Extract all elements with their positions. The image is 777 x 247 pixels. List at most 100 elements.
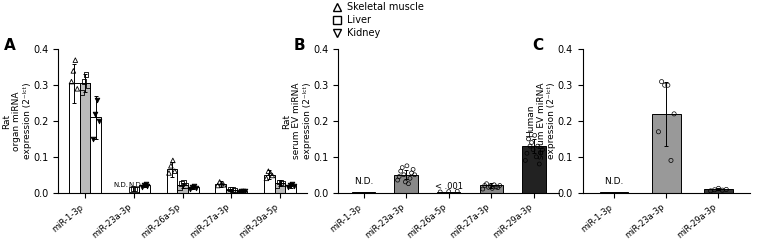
Point	[173, 185, 186, 189]
Point	[525, 141, 538, 144]
Point	[488, 183, 500, 187]
Bar	[395, 175, 418, 193]
Bar	[69, 83, 80, 193]
Point	[188, 184, 200, 188]
Point	[277, 182, 289, 186]
Point	[162, 171, 175, 175]
Point	[406, 171, 418, 175]
Point	[286, 182, 298, 186]
Point	[273, 180, 285, 184]
Point	[218, 183, 230, 187]
Point	[89, 112, 101, 116]
Point	[92, 119, 105, 123]
Bar	[215, 184, 226, 193]
Point	[233, 190, 246, 194]
Text: < .001: < .001	[434, 182, 463, 190]
Point	[141, 184, 154, 188]
Point	[480, 182, 493, 186]
Bar	[704, 189, 733, 193]
Bar	[166, 169, 177, 193]
Point	[527, 148, 539, 152]
Point	[531, 144, 544, 148]
Bar	[352, 192, 375, 193]
Point	[176, 182, 188, 186]
Point	[393, 175, 406, 179]
Bar	[177, 185, 188, 193]
Point	[396, 166, 409, 170]
Point	[165, 164, 177, 168]
Point	[71, 87, 83, 91]
Point	[282, 185, 294, 189]
Point	[490, 185, 502, 189]
Point	[226, 188, 239, 192]
Point	[222, 189, 235, 193]
Point	[402, 182, 415, 186]
Point	[82, 83, 94, 87]
Point	[484, 184, 497, 188]
Point	[275, 181, 287, 185]
Point	[486, 186, 499, 190]
Point	[76, 90, 89, 94]
Point	[228, 188, 241, 192]
Bar	[600, 192, 629, 193]
Point	[668, 112, 681, 116]
Point	[214, 180, 226, 184]
Bar	[139, 185, 150, 193]
Bar	[479, 185, 503, 193]
Point	[78, 80, 90, 84]
Point	[124, 188, 137, 192]
Bar	[226, 190, 237, 193]
Bar	[80, 83, 90, 193]
Point	[190, 186, 203, 190]
Bar	[437, 192, 461, 193]
Point	[451, 189, 463, 193]
Bar	[188, 187, 199, 193]
Point	[479, 184, 491, 187]
Bar	[285, 185, 296, 193]
Point	[266, 173, 278, 177]
Point	[713, 186, 725, 190]
Point	[67, 69, 79, 73]
Point	[522, 137, 535, 141]
Point	[662, 83, 674, 87]
Point	[407, 167, 420, 171]
Point	[169, 169, 181, 173]
Point	[483, 185, 495, 189]
Text: C: C	[533, 38, 544, 53]
Point	[260, 176, 273, 180]
Point	[211, 184, 224, 187]
Point	[264, 171, 277, 175]
Point	[131, 187, 143, 191]
Bar	[522, 146, 545, 193]
Point	[138, 184, 150, 187]
Point	[87, 137, 99, 141]
Point	[284, 183, 296, 187]
Point	[287, 184, 300, 188]
Bar	[264, 175, 275, 193]
Point	[492, 186, 504, 190]
Point	[177, 180, 190, 184]
Text: A: A	[4, 38, 16, 53]
Legend: Skeletal muscle, Liver, Kidney: Skeletal muscle, Liver, Kidney	[331, 2, 423, 38]
Bar	[237, 191, 247, 193]
Point	[434, 190, 447, 194]
Point	[135, 185, 148, 189]
Point	[409, 173, 421, 177]
Point	[395, 169, 407, 173]
Point	[399, 180, 412, 184]
Point	[235, 188, 247, 192]
Point	[521, 151, 533, 155]
Point	[665, 159, 678, 163]
Y-axis label: Rat
serum EV miRNA
expression (2⁻ᴵᶜᵗ): Rat serum EV miRNA expression (2⁻ᴵᶜᵗ)	[282, 83, 312, 159]
Point	[658, 83, 671, 87]
Text: N.D.: N.D.	[113, 182, 129, 188]
Y-axis label: Human
serum EV miRNA
expression (2⁻ᴵᶜᵗ): Human serum EV miRNA expression (2⁻ᴵᶜᵗ)	[527, 83, 556, 159]
Text: B: B	[294, 38, 305, 53]
Point	[127, 186, 139, 190]
Y-axis label: Rat
organ miRNA
expression (2⁻ᴵᶜᵗ): Rat organ miRNA expression (2⁻ᴵᶜᵗ)	[2, 83, 32, 159]
Point	[215, 182, 228, 186]
Point	[519, 159, 531, 163]
Point	[528, 133, 541, 137]
Text: N.D.: N.D.	[128, 182, 143, 188]
Point	[655, 80, 667, 84]
